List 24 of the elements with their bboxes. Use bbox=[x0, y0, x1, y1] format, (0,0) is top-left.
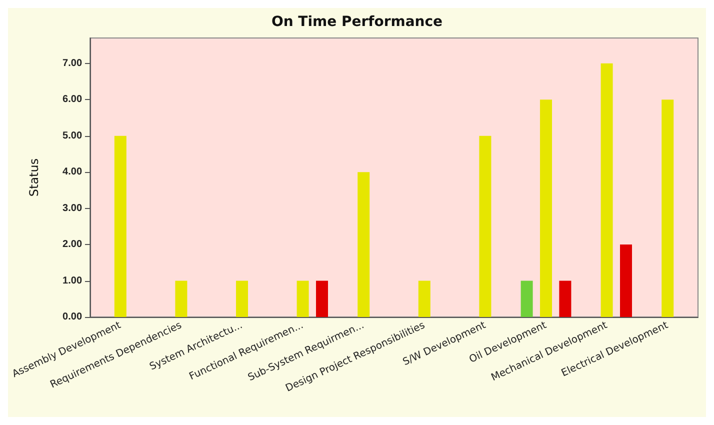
y-tick-label: 0.00 bbox=[62, 312, 82, 322]
bar bbox=[479, 136, 492, 317]
y-tick-label: 2.00 bbox=[62, 239, 82, 250]
bar bbox=[600, 63, 613, 317]
bar bbox=[620, 244, 632, 317]
bar bbox=[236, 280, 248, 317]
bar bbox=[358, 172, 370, 317]
y-tick-label: 6.00 bbox=[62, 94, 82, 106]
bar bbox=[559, 280, 572, 317]
bar bbox=[316, 280, 328, 317]
y-tick-label: 5.00 bbox=[62, 130, 82, 142]
bar bbox=[175, 280, 188, 317]
bar bbox=[662, 100, 674, 317]
y-tick-label: 7.00 bbox=[62, 58, 82, 69]
y-tick-label: 3.00 bbox=[62, 202, 82, 214]
bar bbox=[418, 280, 430, 317]
y-tick-label: 4.00 bbox=[62, 166, 82, 178]
bar bbox=[114, 136, 126, 317]
bar bbox=[296, 280, 309, 317]
bar bbox=[540, 100, 552, 317]
y-tick-label: 1.00 bbox=[62, 275, 82, 286]
chart-title: On Time Performance bbox=[271, 14, 443, 30]
bar bbox=[520, 280, 533, 317]
y-axis-title: Status bbox=[27, 158, 42, 197]
